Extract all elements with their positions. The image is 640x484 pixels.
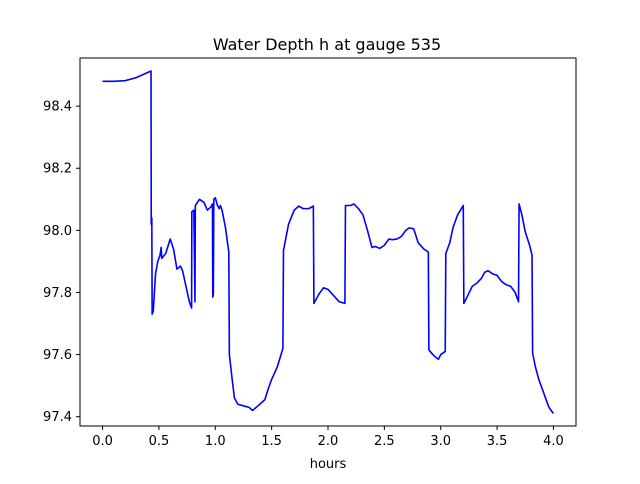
x-tick-label: 0.5 — [149, 434, 170, 449]
series-line-0 — [102, 70, 555, 415]
x-tick-label: 1.5 — [261, 434, 282, 449]
x-tick-label: 4.0 — [543, 434, 564, 449]
y-tick-label: 98.2 — [43, 162, 72, 177]
x-tick-label: 3.5 — [487, 434, 508, 449]
y-tick-label: 98.0 — [43, 224, 72, 239]
x-axis-label: hours — [310, 457, 347, 472]
chart-title: Water Depth h at gauge 535 — [213, 35, 441, 54]
x-tick-label: 1.0 — [205, 434, 226, 449]
axes: 0.0 0.5 1.0 1.5 2.0 2.5 3.0 3.5 4.0 97.4 97.6 97.8 9… — [43, 57, 577, 449]
y-tick-label: 97.8 — [43, 286, 72, 301]
y-tick-label: 98.4 — [43, 100, 72, 115]
y-tick-label: 97.6 — [43, 348, 72, 363]
x-tick-label: 3.0 — [430, 434, 451, 449]
x-tick-label: 0.0 — [92, 434, 113, 449]
plot-area — [102, 70, 555, 415]
y-tick-label: 97.4 — [43, 410, 72, 425]
x-tick-label: 2.5 — [374, 434, 395, 449]
x-tick-label: 2.0 — [318, 434, 339, 449]
